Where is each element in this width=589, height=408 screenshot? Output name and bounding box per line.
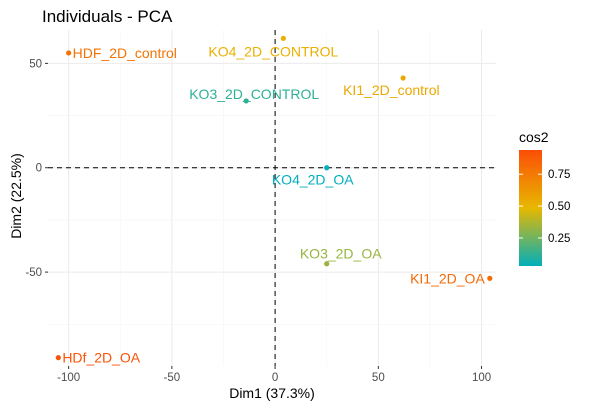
y-tick-label: 0 xyxy=(36,163,42,175)
grid-layer xyxy=(48,30,496,366)
legend-title: cos2 xyxy=(519,129,549,145)
y-tick-label: 50 xyxy=(29,58,42,70)
point-label: KO3_2D_OA xyxy=(300,246,382,262)
x-tick-label: -100 xyxy=(57,372,80,384)
legend-tick-label: 0.75 xyxy=(548,169,570,181)
x-tick-label: -50 xyxy=(164,372,181,384)
y-axis-title: Dim2 (22.5%) xyxy=(8,153,24,239)
point-label: HDF_2D_control xyxy=(73,45,177,61)
x-axis-title: Dim1 (37.3%) xyxy=(229,385,315,401)
data-points: HDF_2D_control KO4_2D_CONTROL KI1_2D_contr… xyxy=(55,35,493,366)
axis-ticks: -100 -50 0 50 100 -50 0 50 xyxy=(25,58,491,384)
point-label: KO4_2D_CONTROL xyxy=(208,43,338,59)
point-label: HDf_2D_OA xyxy=(62,350,140,366)
legend-colorbar xyxy=(519,150,542,266)
legend-tick-label: 0.50 xyxy=(548,201,570,213)
data-point xyxy=(324,165,330,171)
x-tick-label: 0 xyxy=(272,372,278,384)
y-tick-label: -50 xyxy=(25,267,42,279)
legend-tick-label: 0.25 xyxy=(548,233,570,245)
point-label: KO3_2D_CONTROL xyxy=(189,86,319,102)
point-label: KI1_2D_control xyxy=(343,82,440,98)
point-label: KI1_2D_OA xyxy=(410,270,485,286)
legend: cos2 0.25 0.50 0.75 xyxy=(519,129,570,266)
data-point xyxy=(66,50,72,56)
data-point xyxy=(324,261,330,267)
x-tick-label: 50 xyxy=(372,372,385,384)
reference-lines xyxy=(48,30,496,366)
data-point xyxy=(243,98,249,104)
data-point xyxy=(487,275,493,281)
data-point xyxy=(55,355,61,361)
data-point xyxy=(400,75,406,81)
chart-title: Individuals - PCA xyxy=(42,7,173,26)
point-label: KO4_2D_OA xyxy=(272,172,354,188)
data-point xyxy=(280,35,286,41)
x-tick-label: 100 xyxy=(472,372,491,384)
